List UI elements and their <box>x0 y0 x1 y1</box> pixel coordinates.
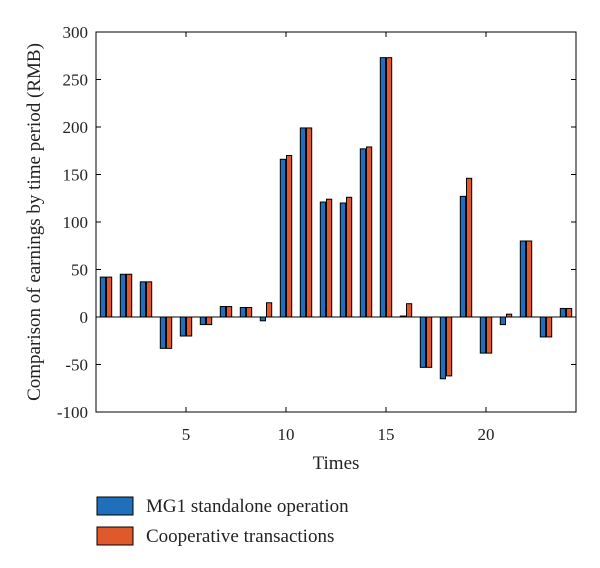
bar-series2-x6 <box>206 316 213 326</box>
x-tick-label: 5 <box>182 425 191 444</box>
bar-series2-x16 <box>406 303 413 318</box>
bar-series2-x1 <box>106 276 113 318</box>
bar-series2-x5 <box>186 316 193 337</box>
legend-label-cooperative: Cooperative transactions <box>146 526 334 547</box>
bar-series1-x9 <box>259 316 266 322</box>
bar-series1-x1 <box>99 276 107 318</box>
y-tick-label: 200 <box>63 118 89 137</box>
bar-series1-x6 <box>199 316 207 326</box>
legend: MG1 standalone operation Cooperative tra… <box>96 496 349 547</box>
x-tick-label: 15 <box>378 425 395 444</box>
bar-series2-x24 <box>566 307 573 318</box>
bar-series1-x18 <box>439 316 446 380</box>
bar-series1-x10 <box>279 158 286 318</box>
bar-series2-x10 <box>286 155 293 318</box>
bar-series2-x19 <box>466 177 473 318</box>
y-tick-label: -100 <box>57 403 88 422</box>
y-tick-label: 150 <box>63 166 89 185</box>
bar-series1-x13 <box>339 202 346 318</box>
bar-series2-x9 <box>266 302 273 318</box>
bar-series2-x18 <box>446 316 453 377</box>
y-axis: -100 -50 0 50 100 150 200 250 300 <box>57 23 576 422</box>
bar-series2-x17 <box>426 316 433 368</box>
y-tick-label: 50 <box>71 261 88 280</box>
bar-series1-x5 <box>179 316 187 337</box>
bar-series1-x20 <box>479 316 486 354</box>
bar-series1-x23 <box>539 316 546 338</box>
bar-series1-x17 <box>419 316 426 368</box>
bar-series1-x11 <box>299 127 306 318</box>
y-tick-label: -50 <box>65 356 88 375</box>
y-tick-label: 0 <box>80 308 89 327</box>
bar-series2-x8 <box>246 307 253 318</box>
bar-series2-x3 <box>146 281 153 318</box>
x-tick-label: 20 <box>478 425 495 444</box>
bars-group <box>99 57 573 380</box>
bar-series2-x14 <box>366 146 373 318</box>
legend-swatch-cooperative <box>96 526 134 546</box>
y-axis-label: Comparison of earnings by time period (R… <box>24 43 45 401</box>
bar-series1-x12 <box>319 201 326 318</box>
y-tick-label: 250 <box>63 71 89 90</box>
bar-series1-x2 <box>119 273 127 318</box>
bar-series1-x24 <box>559 307 566 318</box>
bar-series1-x19 <box>459 195 466 318</box>
bar-series2-x2 <box>126 273 133 318</box>
y-tick-label: 300 <box>63 23 89 42</box>
bar-series1-x21 <box>499 316 506 326</box>
bar-series2-x11 <box>306 127 313 318</box>
legend-swatch-mg1 <box>96 496 134 516</box>
bar-series2-x22 <box>526 240 533 318</box>
bar-series1-x7 <box>219 306 227 318</box>
bar-series1-x14 <box>359 148 366 318</box>
bar-series1-x15 <box>379 57 386 318</box>
y-tick-label: 100 <box>63 213 89 232</box>
x-axis-label: Times <box>313 453 360 474</box>
bar-series2-x20 <box>486 316 493 354</box>
bar-series1-x22 <box>519 240 526 318</box>
bar-series1-x4 <box>159 316 167 349</box>
bar-series2-x15 <box>386 57 393 318</box>
plot-frame <box>95 31 577 413</box>
bar-series2-x13 <box>346 196 353 318</box>
bar-series1-x8 <box>239 307 247 318</box>
bar-series2-x7 <box>226 306 233 318</box>
legend-label-mg1: MG1 standalone operation <box>146 496 349 517</box>
bar-series2-x4 <box>166 316 173 349</box>
bar-series2-x12 <box>326 198 333 318</box>
bar-series1-x3 <box>139 281 147 318</box>
x-tick-label: 10 <box>278 425 295 444</box>
x-axis: 5 10 15 20 <box>182 32 495 444</box>
bar-series2-x23 <box>546 316 553 338</box>
